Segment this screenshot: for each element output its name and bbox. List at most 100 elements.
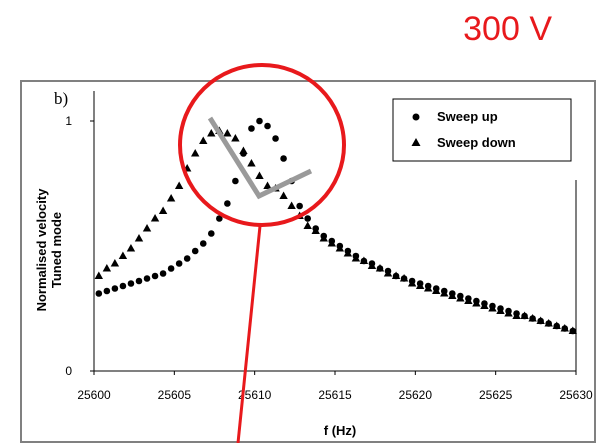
sweep-down-point [311, 226, 320, 234]
sweep-down-point [480, 301, 489, 309]
sweep-up-point [296, 202, 303, 210]
sweep-up-point [95, 290, 103, 297]
sweep-down-point [440, 289, 449, 297]
sweep-up-point [111, 285, 119, 292]
sweep-up-point [216, 215, 223, 222]
sweep-up-point [183, 255, 191, 262]
sweep-down-point [223, 129, 232, 137]
sweep-up-point [159, 270, 167, 277]
legend-marker-sweep-up [412, 113, 420, 121]
sweep-down-point [287, 201, 296, 209]
sweep-up-point [167, 265, 175, 272]
legend-marker-sweep-down [411, 138, 421, 146]
sweep-down-point [375, 264, 385, 272]
sweep-down-point [464, 296, 473, 304]
y-tick-label: 0 [65, 364, 72, 378]
sweep-up-point [191, 247, 199, 255]
sweep-up-point [256, 117, 263, 125]
sweep-down-point [118, 251, 128, 259]
sweep-down-point [166, 194, 176, 202]
sweep-down-point [279, 191, 288, 199]
sweep-down-point [231, 134, 240, 142]
sweep-up-point [304, 215, 311, 222]
pointer-line [236, 225, 262, 443]
sweep-down-point [552, 321, 561, 329]
sweep-down-point [383, 269, 393, 277]
sweep-down-point [504, 309, 513, 317]
sweep-down-point [528, 314, 537, 322]
legend-label-sweep-down: Sweep down [437, 135, 516, 150]
sweep-down-point [255, 171, 264, 179]
sweep-up-point [272, 135, 279, 142]
sweep-down-point [174, 181, 184, 189]
y-axis-title: Normalised velocity Tuned mode [34, 188, 64, 312]
x-tick-label: 25610 [238, 388, 272, 402]
x-tick-label: 25630 [559, 388, 593, 402]
sweep-down-point [496, 306, 505, 314]
axis-ticks: 25600 25605 25610 25615 25620 25625 25630 0 1 [65, 114, 593, 402]
y-axis-label-line1: Normalised velocity [34, 188, 49, 312]
x-tick-label: 25615 [318, 388, 352, 402]
sweep-down-point [520, 311, 529, 319]
sweep-down-point [351, 254, 361, 262]
sweep-down-point [432, 286, 441, 294]
sweep-down-point [544, 319, 553, 327]
sweep-up-point [175, 260, 183, 267]
highlight-circle [178, 63, 346, 227]
sweep-down-point [335, 244, 345, 252]
sweep-down-point [423, 284, 433, 292]
sweep-down-point [560, 324, 569, 332]
x-tick-label: 25620 [399, 388, 433, 402]
y-axis-label-line2: Tuned mode [49, 212, 64, 288]
sweep-down-point [303, 221, 312, 229]
sweep-up-point [207, 230, 215, 237]
sweep-down-point [391, 271, 401, 279]
x-tick-label: 25625 [479, 388, 513, 402]
sweep-down-point [110, 259, 120, 267]
y-tick-label: 1 [65, 114, 72, 128]
sweep-up-point [248, 125, 255, 132]
sweep-up-point [143, 275, 151, 282]
legend-label-sweep-up: Sweep up [437, 109, 498, 124]
sweep-up-point [103, 287, 111, 295]
sweep-down-point [94, 271, 104, 279]
sweep-down-point [415, 281, 425, 289]
sweep-down-point [488, 304, 497, 312]
sweep-down-point [158, 206, 168, 214]
sweep-down-point [536, 316, 545, 324]
sweep-up-point [232, 177, 239, 185]
panel-label: b) [54, 89, 68, 108]
legend: Sweep up Sweep down [392, 98, 572, 162]
sweep-down-point [359, 256, 369, 264]
voltage-label: 300 V [463, 10, 552, 48]
sweep-down-point [399, 274, 409, 282]
legend-box [392, 98, 572, 162]
sweep-down-point [456, 294, 465, 302]
sweep-down-point [191, 149, 200, 157]
sweep-up-point [119, 282, 127, 290]
sweep-up-point [224, 200, 231, 207]
sweep-down-point [263, 181, 272, 189]
sweep-down-point [448, 291, 457, 299]
sweep-up-point [264, 122, 271, 130]
sweep-down-point [512, 311, 521, 319]
x-tick-label: 25600 [77, 388, 111, 402]
sweep-up-point [151, 272, 159, 280]
sweep-down-point [472, 299, 481, 307]
sweep-down-point [102, 264, 112, 272]
sweep-down-point [134, 234, 144, 242]
sweep-down-point [327, 239, 336, 247]
sweep-up-point [135, 277, 143, 285]
sweep-down-point [343, 249, 353, 257]
sweep-down-point [239, 146, 248, 154]
sweep-down-point [568, 326, 577, 334]
sweep-down-point [319, 234, 328, 242]
sweep-down-point [367, 261, 377, 269]
sweep-down-point [199, 136, 208, 144]
sweep-down-point [126, 244, 136, 252]
sweep-up-point [280, 155, 287, 162]
sweep-down-point [407, 279, 417, 287]
data-markers [94, 117, 577, 335]
x-tick-label: 25605 [158, 388, 192, 402]
